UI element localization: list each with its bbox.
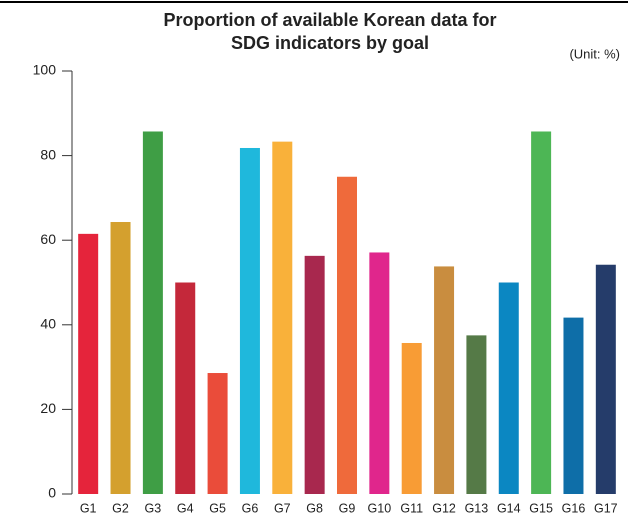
- bar: [239, 147, 260, 494]
- x-tick-label: G12: [432, 501, 456, 515]
- bar: [142, 131, 163, 494]
- bar: [466, 335, 487, 494]
- x-tick-label: G7: [274, 501, 291, 515]
- bar: [369, 252, 390, 494]
- bar: [337, 176, 357, 494]
- y-tick-label: 40: [40, 316, 56, 332]
- bar: [207, 373, 228, 494]
- x-tick-label: G1: [80, 501, 97, 515]
- bar: [175, 282, 196, 494]
- bar: [304, 255, 325, 494]
- y-tick-label: 100: [33, 62, 57, 78]
- x-tick-label: G4: [177, 501, 194, 515]
- x-tick-label: G11: [400, 501, 423, 515]
- bar: [595, 264, 616, 494]
- bar: [110, 222, 131, 495]
- unit-label: (Unit: %): [569, 46, 620, 61]
- bar: [401, 342, 422, 494]
- bar: [563, 317, 584, 494]
- x-tick-label: G15: [529, 501, 553, 515]
- y-tick-label: 20: [40, 400, 56, 416]
- y-tick-label: 80: [40, 146, 56, 162]
- bar: [531, 131, 552, 494]
- chart-title: Proportion of available Korean data for: [163, 10, 496, 30]
- y-tick-label: 0: [48, 485, 56, 501]
- chart-title: SDG indicators by goal: [231, 33, 429, 53]
- x-tick-label: G17: [594, 501, 618, 515]
- x-tick-label: G10: [368, 501, 392, 515]
- x-tick-label: G13: [465, 501, 489, 515]
- x-tick-label: G5: [209, 501, 226, 515]
- x-tick-label: G3: [145, 501, 162, 515]
- bar: [498, 282, 519, 494]
- x-tick-label: G9: [339, 501, 356, 515]
- bar: [78, 233, 99, 495]
- x-tick-label: G8: [306, 501, 323, 515]
- x-tick-label: G6: [242, 501, 259, 515]
- x-tick-label: G2: [112, 501, 129, 515]
- x-tick-label: G16: [562, 501, 586, 515]
- x-tick-label: G14: [497, 501, 521, 515]
- y-tick-label: 60: [40, 231, 56, 247]
- bar: [272, 141, 293, 495]
- bar: [434, 266, 455, 494]
